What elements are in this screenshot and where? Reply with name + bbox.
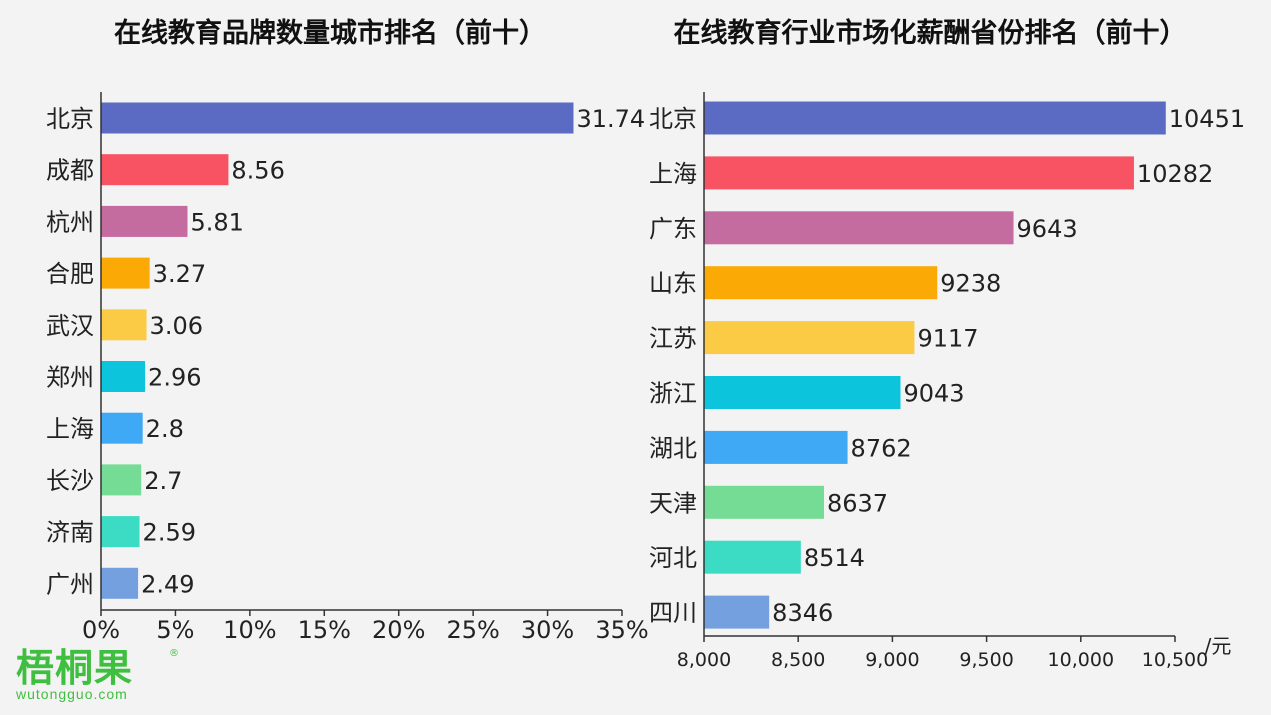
chart-province-salary-ranking: 在线教育行业市场化薪酬省份排名（前十） 北京 10451 上海 10282 广东 9643 山…: [649, 17, 1245, 671]
city-value-label: 2.8: [146, 415, 184, 443]
logo-name: 梧桐果: [16, 646, 134, 690]
city-bar-广州: [101, 567, 139, 599]
province-bar-江苏: [704, 321, 915, 355]
city-value-label: 3.27: [153, 260, 206, 288]
city-category-label: 合肥: [46, 260, 94, 288]
province-value-label: 9043: [904, 380, 965, 408]
city-value-label: 2.49: [141, 570, 194, 598]
city-bar-长沙: [101, 464, 142, 496]
province-bar-上海: [704, 156, 1134, 190]
province-bar-山东: [704, 266, 938, 300]
province-x-axis-label: /元: [1205, 634, 1232, 658]
city-value-label: 3.06: [150, 312, 203, 340]
province-value-label: 10282: [1137, 160, 1213, 188]
province-category-label: 河北: [649, 544, 697, 572]
province-value-label: 9643: [1017, 215, 1078, 243]
city-x-tick-label: 5%: [156, 616, 194, 644]
province-x-tick-label: 8,500: [771, 649, 825, 671]
city-x-tick-label: 30%: [521, 616, 574, 644]
province-bar-浙江: [704, 376, 901, 409]
province-bar-天津: [704, 485, 825, 519]
province-bar-广东: [704, 211, 1014, 245]
city-bar-郑州: [101, 361, 146, 392]
province-value-label: 10451: [1169, 105, 1245, 133]
province-x-tick-label: 9,000: [865, 649, 919, 671]
city-category-label: 成都: [46, 157, 94, 185]
city-value-label: 2.7: [144, 467, 182, 495]
city-bar-济南: [101, 516, 140, 548]
city-value-label: 5.81: [190, 208, 243, 236]
province-bar-湖北: [704, 430, 848, 464]
province-value-label: 9117: [917, 325, 978, 353]
city-value-label: 2.59: [143, 519, 196, 547]
province-category-label: 天津: [649, 489, 697, 517]
city-value-label: 31.74: [576, 105, 645, 133]
city-x-tick-label: 10%: [223, 616, 276, 644]
province-chart-title: 在线教育行业市场化薪酬省份排名（前十）: [674, 17, 1187, 49]
province-x-tick-label: 10,000: [1048, 649, 1114, 671]
city-x-tick-label: 0%: [82, 616, 120, 644]
city-bar-合肥: [101, 257, 150, 289]
city-x-tick-label: 25%: [446, 616, 499, 644]
city-chart-title: 在线教育品牌数量城市排名（前十）: [114, 17, 546, 49]
city-category-label: 长沙: [46, 467, 94, 495]
province-category-label: 江苏: [649, 325, 697, 353]
province-category-label: 广东: [649, 215, 697, 243]
city-x-tick-label: 15%: [298, 616, 351, 644]
logo-registered-mark: ®: [169, 648, 179, 659]
province-x-tick-label: 10,500: [1142, 649, 1208, 671]
chart-city-brand-ranking: 在线教育品牌数量城市排名（前十） 北京 31.74 成都 8.56 杭州 5.81 合肥 3.2…: [46, 17, 649, 644]
city-category-label: 郑州: [46, 364, 94, 392]
city-x-tick-label: 35%: [595, 616, 648, 644]
province-x-tick-label: 9,500: [959, 649, 1013, 671]
city-value-label: 2.96: [148, 364, 201, 392]
city-category-label: 杭州: [46, 208, 94, 236]
province-bar-四川: [704, 595, 770, 629]
city-bar-北京: [101, 102, 574, 134]
city-bar-上海: [101, 412, 143, 444]
province-x-tick-label: 8,000: [677, 649, 731, 671]
province-category-label: 四川: [649, 599, 697, 627]
logo-url: wutongguo.com: [16, 686, 128, 702]
city-value-label: 8.56: [231, 157, 284, 185]
province-category-label: 上海: [649, 160, 697, 188]
province-category-label: 山东: [649, 270, 697, 298]
province-category-label: 浙江: [649, 380, 697, 408]
city-category-label: 广州: [46, 570, 94, 598]
province-category-label: 北京: [649, 105, 697, 133]
city-category-label: 上海: [46, 415, 94, 443]
wutongguo-logo: 梧桐果 wutongguo.com ®: [16, 646, 179, 702]
province-value-label: 8762: [851, 434, 912, 462]
city-category-label: 济南: [46, 519, 94, 547]
province-bar-北京: [704, 101, 1166, 135]
province-value-label: 9238: [940, 270, 1001, 298]
province-category-label: 湖北: [649, 434, 697, 462]
province-bar-河北: [704, 540, 801, 574]
city-bar-武汉: [101, 309, 147, 341]
city-x-tick-label: 20%: [372, 616, 425, 644]
city-bar-杭州: [101, 205, 188, 237]
province-value-label: 8637: [827, 489, 888, 517]
city-bar-成都: [101, 154, 229, 186]
province-value-label: 8514: [804, 544, 865, 572]
province-value-label: 8346: [772, 599, 833, 627]
city-category-label: 武汉: [46, 312, 94, 340]
city-category-label: 北京: [46, 105, 94, 133]
